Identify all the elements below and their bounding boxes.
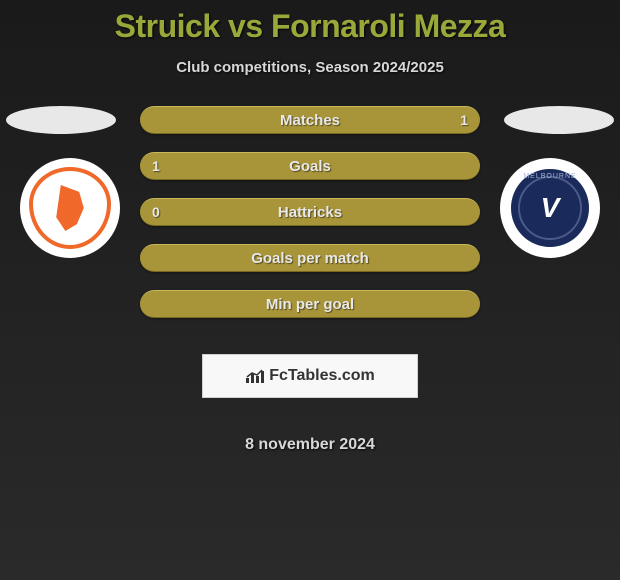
- branding-text: FcTables.com: [269, 367, 375, 385]
- stat-right-value: 1: [460, 112, 468, 128]
- stat-row-hattricks: 0 Hattricks: [140, 198, 480, 226]
- stat-row-gpm: Goals per match: [140, 244, 480, 272]
- branding-box[interactable]: FcTables.com: [202, 354, 418, 398]
- club-badge-right-inner: MELBOURNE V: [507, 165, 593, 251]
- stat-label: Goals per match: [251, 250, 369, 267]
- club-badge-right: MELBOURNE V: [500, 158, 600, 258]
- stats-area: MELBOURNE V Matches 1 1 Goals 0 Hattrick…: [0, 106, 620, 454]
- stat-left-value: 0: [152, 204, 160, 220]
- club-badge-left-inner: [29, 167, 111, 249]
- stat-label: Min per goal: [266, 296, 354, 313]
- stat-left-value: 1: [152, 158, 160, 174]
- stat-label: Goals: [289, 158, 331, 175]
- subtitle: Club competitions, Season 2024/2025: [176, 59, 444, 76]
- comparison-card: Struick vs Fornaroli Mezza Club competit…: [0, 0, 620, 454]
- stat-label: Matches: [280, 112, 340, 129]
- chart-icon: [245, 368, 265, 384]
- player-marker-left: [6, 106, 116, 134]
- stat-row-matches: Matches 1: [140, 106, 480, 134]
- stat-label: Hattricks: [278, 204, 342, 221]
- club-badge-left: [20, 158, 120, 258]
- date-text: 8 november 2024: [245, 436, 375, 454]
- stat-row-mpg: Min per goal: [140, 290, 480, 318]
- stat-row-goals: 1 Goals: [140, 152, 480, 180]
- page-title: Struick vs Fornaroli Mezza: [115, 8, 506, 45]
- club-badge-right-ring: MELBOURNE: [523, 173, 576, 180]
- club-badge-right-glyph: V: [541, 192, 560, 224]
- player-marker-right: [504, 106, 614, 134]
